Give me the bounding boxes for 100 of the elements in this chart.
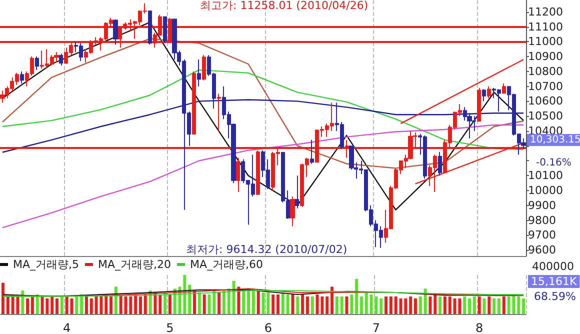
bar: [468, 298, 472, 314]
bar: [134, 294, 138, 314]
bar: [90, 298, 93, 314]
bar: [6, 296, 10, 314]
line-series: [2, 124, 524, 228]
bar: [306, 296, 309, 314]
bar: [345, 296, 348, 314]
candlestick: [192, 70, 196, 134]
bar: [340, 296, 344, 314]
bar: [497, 298, 500, 314]
x-tick-label: 5: [166, 321, 174, 334]
x-tick-label: 4: [63, 321, 71, 334]
x-tick-label: 7: [372, 321, 380, 334]
bar: [492, 298, 496, 314]
candlestick: [482, 88, 486, 102]
bar: [60, 296, 64, 314]
bar: [326, 296, 329, 314]
bar: [50, 296, 54, 314]
bar: [428, 296, 432, 314]
bar: [310, 296, 314, 314]
bar: [272, 294, 275, 314]
bar: [291, 294, 294, 314]
bar: [434, 294, 437, 314]
y-tick-label: 9900: [528, 198, 556, 212]
bar: [222, 290, 226, 314]
text: 10,303.15: [530, 134, 580, 146]
candlestick: [163, 16, 167, 44]
bar: [252, 290, 255, 314]
bar: [256, 290, 260, 314]
bar: [443, 296, 446, 314]
candlestick: [59, 53, 63, 66]
bar: [472, 296, 476, 314]
bar: [36, 294, 39, 314]
bar: [463, 296, 466, 314]
y-tick-label: 11100: [528, 20, 563, 34]
candlestick: [202, 54, 206, 81]
line-series: [2, 38, 524, 169]
bar: [193, 290, 196, 314]
bar: [360, 296, 363, 314]
bar: [424, 288, 427, 314]
bar: [158, 294, 162, 314]
y-tick-label: 10500: [528, 110, 563, 123]
candlestick: [20, 70, 24, 84]
text: 68.59%: [534, 290, 576, 303]
bar: [478, 296, 481, 314]
bar: [350, 294, 354, 314]
bar: [75, 296, 78, 314]
bar: [232, 280, 236, 314]
candlestick: [236, 157, 240, 192]
bar: [80, 294, 84, 314]
bar: [330, 286, 334, 314]
text: 400000: [532, 260, 574, 273]
line-series: [2, 69, 524, 150]
bar: [26, 298, 30, 314]
bar: [227, 288, 230, 314]
bar: [21, 290, 24, 314]
y-tick-label: 11200: [528, 5, 563, 18]
bar: [218, 292, 221, 314]
candlestick: [197, 59, 201, 87]
candlestick: [148, 10, 152, 46]
bar: [482, 298, 486, 314]
bar: [281, 292, 284, 314]
x-tick-label: 8: [476, 321, 484, 334]
y-tick-label: 9600: [528, 244, 556, 257]
bar: [296, 296, 300, 314]
bar: [364, 292, 368, 314]
y-tick-label: 10100: [528, 169, 563, 182]
bar: [488, 296, 491, 314]
bar: [522, 298, 526, 314]
bar: [2, 282, 4, 314]
bar: [119, 294, 122, 314]
bar: [301, 294, 304, 314]
annotation: 최고가: 11258.01 (2010/04/26): [200, 0, 368, 12]
candlestick: [217, 93, 221, 132]
line-series: [2, 99, 524, 153]
bar: [144, 294, 147, 314]
bar: [448, 296, 452, 314]
bar: [198, 292, 201, 314]
y-tick-label: 9800: [528, 214, 556, 227]
bar: [139, 296, 142, 314]
legend-label: MA_거래량,5: [13, 258, 80, 271]
bar: [242, 290, 246, 314]
candlestick: [0, 90, 5, 104]
candlestick: [438, 151, 442, 176]
bar: [517, 296, 520, 314]
bar: [384, 296, 388, 314]
y-tick-label: 10800: [528, 64, 563, 78]
bar: [418, 296, 422, 314]
bar: [114, 286, 118, 314]
candlestick: [290, 196, 295, 227]
bar: [394, 296, 398, 314]
candlestick: [310, 139, 314, 164]
bar: [168, 294, 172, 314]
bar: [84, 296, 88, 314]
y-tick-label: 11000: [528, 35, 563, 48]
text: -0.16%: [536, 158, 572, 168]
y-tick-label: 10700: [528, 80, 563, 93]
bar: [438, 296, 442, 314]
legend-label: MA_거래량,60: [190, 258, 264, 271]
bar: [56, 298, 59, 314]
